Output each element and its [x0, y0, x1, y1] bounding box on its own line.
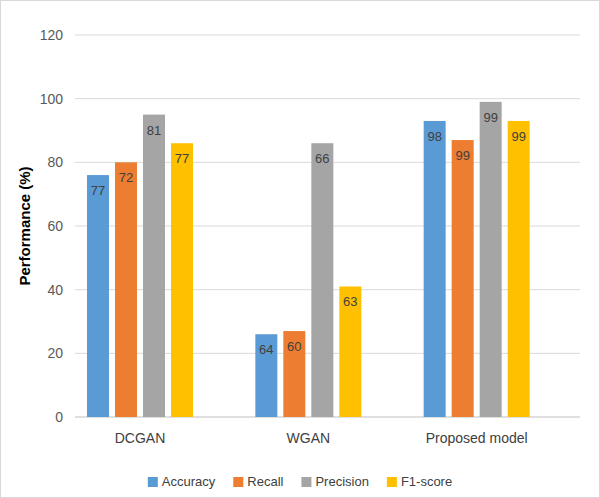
bar-annotation: 60: [287, 339, 301, 354]
grid-line: [75, 98, 580, 99]
x-tick-label: Proposed model: [426, 430, 528, 446]
y-tick-label: 120: [40, 27, 64, 43]
legend-swatch: [387, 477, 397, 487]
chart-frame: [1, 1, 600, 498]
bar: [171, 143, 193, 417]
legend-swatch: [148, 477, 158, 487]
y-tick-label: 80: [47, 154, 63, 170]
legend-label: F1-score: [401, 474, 452, 489]
x-tick-label: WGAN: [287, 430, 331, 446]
bar: [87, 175, 109, 417]
bars: [87, 102, 530, 417]
bar-annotation: 66: [315, 151, 329, 166]
x-tick-label: DCGAN: [115, 430, 166, 446]
bar: [424, 121, 446, 417]
legend-swatch: [301, 477, 311, 487]
bar: [508, 121, 530, 417]
chart: 0 20 40 60 80 100 120 Performance (%) 77 72 81 77 64…: [0, 0, 600, 498]
y-tick-label: 40: [47, 282, 63, 298]
legend-label: Accuracy: [162, 474, 216, 489]
legend-label: Precision: [315, 474, 368, 489]
bar: [115, 162, 137, 417]
y-tick-label: 20: [47, 345, 63, 361]
bar-annotation: 63: [343, 294, 357, 309]
bar-annotation: 77: [91, 183, 105, 198]
legend: Accuracy Recall Precision F1-score: [148, 474, 452, 489]
bar-annotation: 77: [175, 151, 189, 166]
bar-annotation: 99: [511, 129, 525, 144]
bar: [480, 102, 502, 417]
bar: [255, 334, 277, 417]
bar-annotation: 72: [119, 170, 133, 185]
bar-annotation: 98: [427, 129, 441, 144]
y-tick-label: 60: [47, 218, 63, 234]
bar-annotation: 99: [483, 110, 497, 125]
bar-annotations: 77 72 81 77 64 60 66 63 98 99 99 99: [91, 110, 526, 357]
bar: [311, 143, 333, 417]
bar: [452, 140, 474, 417]
bar: [339, 286, 361, 417]
grid-line: [75, 35, 580, 36]
y-tick-label: 0: [55, 409, 63, 425]
bar-annotation: 64: [259, 342, 273, 357]
bar-annotation: 99: [455, 148, 469, 163]
legend-label: Recall: [247, 474, 283, 489]
y-axis-title: Performance (%): [16, 166, 33, 285]
bar-annotation: 81: [147, 123, 161, 138]
bar: [283, 331, 305, 417]
y-tick-label: 100: [40, 91, 64, 107]
bar: [143, 115, 165, 417]
legend-swatch: [233, 477, 243, 487]
